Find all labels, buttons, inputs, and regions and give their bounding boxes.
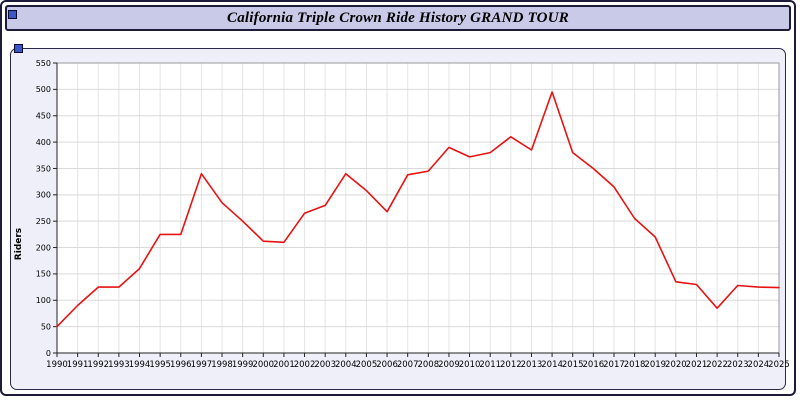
svg-text:2003: 2003 xyxy=(314,360,336,370)
svg-text:350: 350 xyxy=(36,164,51,173)
svg-text:1993: 1993 xyxy=(108,360,130,370)
axes xyxy=(53,62,780,357)
svg-text:1990: 1990 xyxy=(46,360,68,370)
page-title: California Triple Crown Ride History GRA… xyxy=(227,9,569,26)
svg-text:2017: 2017 xyxy=(603,360,625,370)
svg-text:50: 50 xyxy=(41,322,51,331)
gridlines xyxy=(56,62,780,354)
svg-text:2013: 2013 xyxy=(521,360,543,370)
plot-area xyxy=(57,63,779,353)
svg-text:2020: 2020 xyxy=(665,360,687,370)
svg-text:2010: 2010 xyxy=(459,360,481,370)
svg-text:1994: 1994 xyxy=(129,360,151,370)
svg-text:2018: 2018 xyxy=(624,360,646,370)
svg-text:1995: 1995 xyxy=(149,360,171,370)
y-axis-title: Riders xyxy=(14,227,24,261)
svg-text:2024: 2024 xyxy=(748,360,770,370)
svg-text:1999: 1999 xyxy=(232,360,254,370)
svg-text:150: 150 xyxy=(36,270,51,279)
svg-text:2016: 2016 xyxy=(583,360,605,370)
svg-text:100: 100 xyxy=(36,296,51,305)
svg-text:2009: 2009 xyxy=(438,360,460,370)
svg-text:2006: 2006 xyxy=(376,360,398,370)
x-axis-tick-labels: 1990199119921993199419951996199719981999… xyxy=(46,360,789,370)
svg-text:300: 300 xyxy=(36,191,51,200)
svg-text:500: 500 xyxy=(36,85,51,94)
blue-square-icon xyxy=(8,10,17,19)
svg-text:2023: 2023 xyxy=(727,360,749,370)
svg-text:2021: 2021 xyxy=(686,360,708,370)
blue-square-icon xyxy=(14,44,23,53)
svg-text:2014: 2014 xyxy=(541,360,563,370)
titlebar: California Triple Crown Ride History GRA… xyxy=(5,5,791,31)
svg-text:2005: 2005 xyxy=(356,360,378,370)
svg-text:1997: 1997 xyxy=(191,360,213,370)
svg-text:0: 0 xyxy=(46,349,51,358)
svg-text:550: 550 xyxy=(36,59,51,68)
svg-text:250: 250 xyxy=(36,217,51,226)
riders-series-line xyxy=(56,91,780,328)
svg-text:1992: 1992 xyxy=(87,360,109,370)
svg-text:2022: 2022 xyxy=(706,360,728,370)
y-axis-tick-labels: 0 50 100 150 200 250 300 350 400 450 500 550 xyxy=(36,59,51,358)
svg-text:2019: 2019 xyxy=(644,360,666,370)
svg-text:2004: 2004 xyxy=(335,360,357,370)
svg-text:1996: 1996 xyxy=(170,360,192,370)
svg-text:1998: 1998 xyxy=(211,360,233,370)
chart-panel: Riders 0 50 100 150 200 250 300 350 400 450 500 550… xyxy=(10,48,789,390)
svg-text:2000: 2000 xyxy=(252,360,274,370)
svg-text:400: 400 xyxy=(36,138,51,147)
svg-text:2002: 2002 xyxy=(294,360,316,370)
svg-text:2007: 2007 xyxy=(397,360,419,370)
svg-text:2012: 2012 xyxy=(500,360,522,370)
svg-text:2008: 2008 xyxy=(417,360,439,370)
svg-text:200: 200 xyxy=(36,243,51,252)
svg-text:1991: 1991 xyxy=(67,360,89,370)
ride-history-chart: 0501001502002503003504004505005501990199… xyxy=(36,59,789,370)
svg-text:2025: 2025 xyxy=(768,360,789,370)
svg-text:2011: 2011 xyxy=(479,360,501,370)
svg-text:450: 450 xyxy=(36,112,51,121)
svg-text:2001: 2001 xyxy=(273,360,295,370)
svg-text:2015: 2015 xyxy=(562,360,584,370)
